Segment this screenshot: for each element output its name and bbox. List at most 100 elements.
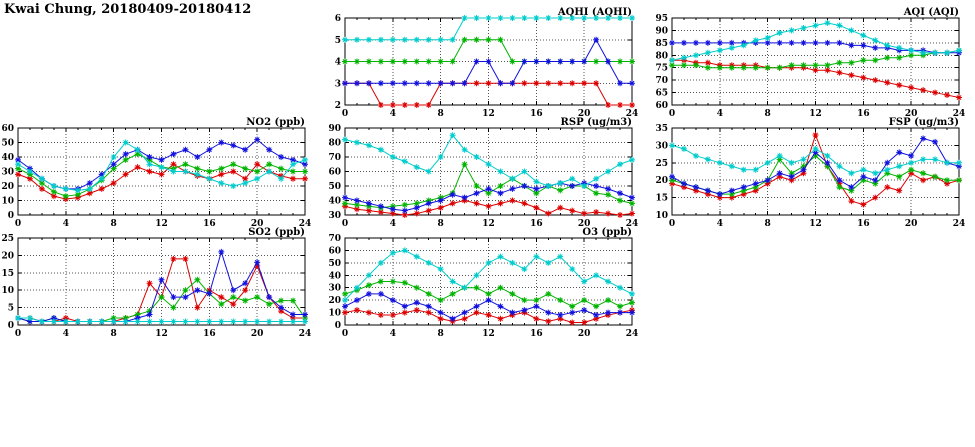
y-tick-label: 30 (655, 141, 668, 151)
x-tick-label: 24 (299, 219, 312, 229)
series-red (342, 197, 635, 218)
y-tick-label: 10 (1, 286, 14, 296)
x-tick-label: 8 (438, 109, 444, 119)
y-tick-label: 15 (655, 194, 668, 204)
x-tick-label: 24 (626, 329, 639, 339)
y-tick-label: 25 (1, 234, 14, 244)
y-tick-label: 2 (335, 101, 341, 111)
chart-rsp-ug-m3: 0 4 8 12 16 20 24 30 40 50 60 70 80 90 RSP (ug/m3) (328, 117, 638, 229)
y-tick-label: 20 (1, 182, 14, 192)
series-markers (669, 142, 962, 177)
series-markers (669, 39, 962, 56)
series-blue (342, 36, 635, 87)
series-blue (342, 290, 635, 322)
series-markers (342, 290, 635, 322)
series-markers (342, 180, 635, 214)
x-tick-label: 20 (905, 219, 918, 229)
x-tick-label: 4 (390, 219, 396, 229)
y-tick-label: 15 (1, 269, 14, 279)
y-tick-label: 60 (328, 246, 341, 256)
y-tick-label: 0 (335, 321, 341, 331)
series-cyan (15, 315, 308, 325)
x-tick-label: 20 (578, 329, 591, 339)
y-tick-label: 50 (328, 182, 341, 192)
series-blue (669, 39, 962, 56)
y-tick-label: 5 (8, 304, 14, 314)
series-cyan (669, 142, 962, 177)
y-axis: 0 10 20 30 40 50 60 70 (328, 234, 632, 331)
x-tick-label: 16 (530, 109, 543, 119)
series-green (342, 278, 635, 310)
y-tick-label: 70 (328, 234, 341, 244)
y-tick-label: 60 (328, 168, 341, 178)
series-blue (669, 135, 962, 198)
x-tick-label: 20 (578, 109, 591, 119)
y-tick-label: 50 (328, 259, 341, 269)
y-tick-label: 30 (328, 211, 341, 221)
y-tick-label: 30 (1, 168, 14, 178)
x-tick-label: 4 (63, 219, 69, 229)
series-markers (15, 139, 308, 194)
x-axis: 0 4 8 12 16 20 24 (15, 238, 311, 339)
y-tick-label: 30 (328, 284, 341, 294)
x-tick-label: 20 (905, 109, 918, 119)
y-tick-label: 3 (335, 79, 341, 89)
x-tick-label: 20 (578, 219, 591, 229)
y-axis: 60 65 70 75 80 85 90 95 (655, 14, 959, 111)
chart-aqhi-aqhi: 0 4 8 12 16 20 24 2 3 4 5 6 AQHI (AQHI) (335, 7, 639, 119)
chart-title: FSP (ug/m3) (889, 117, 959, 128)
x-tick-label: 20 (251, 219, 264, 229)
series-markers (669, 47, 962, 71)
y-tick-label: 70 (328, 153, 341, 163)
x-tick-label: 4 (390, 329, 396, 339)
chart-title: AQI (AQI) (903, 7, 959, 18)
chart-fsp-ug-m3: 0 4 8 12 16 20 24 10 15 20 25 30 35 FSP (ug/m3) (655, 117, 965, 229)
y-tick-label: 95 (655, 14, 668, 24)
y-tick-label: 20 (655, 176, 668, 186)
y-tick-label: 50 (1, 139, 14, 149)
x-tick-label: 4 (717, 109, 723, 119)
y-tick-label: 4 (335, 58, 341, 68)
x-tick-label: 16 (530, 329, 543, 339)
chart-title: AQHI (AQHI) (557, 7, 632, 18)
x-tick-label: 0 (342, 329, 348, 339)
y-tick-label: 5 (335, 36, 341, 46)
chart-title: O3 (ppb) (582, 227, 632, 238)
x-tick-label: 8 (438, 219, 444, 229)
x-tick-label: 12 (482, 219, 495, 229)
chart-no2-ppb: 0 4 8 12 16 20 24 0 10 20 30 40 50 60 NO2 (ppb) (1, 117, 311, 229)
x-axis: 0 4 8 12 16 20 24 (15, 128, 311, 229)
y-tick-label: 85 (655, 39, 668, 49)
x-tick-label: 24 (953, 109, 966, 119)
y-tick-label: 6 (335, 14, 341, 24)
x-tick-label: 12 (809, 219, 822, 229)
y-tick-label: 0 (8, 211, 14, 221)
x-tick-label: 8 (765, 219, 771, 229)
x-tick-label: 12 (482, 109, 495, 119)
y-tick-label: 90 (655, 26, 668, 36)
y-tick-label: 40 (328, 271, 341, 281)
x-tick-label: 0 (669, 109, 675, 119)
series-markers (669, 135, 962, 198)
x-tick-label: 24 (953, 219, 966, 229)
chart-title: SO2 (ppb) (248, 227, 305, 238)
y-tick-label: 20 (328, 296, 341, 306)
x-tick-label: 8 (438, 329, 444, 339)
x-tick-label: 0 (15, 329, 21, 339)
x-tick-label: 4 (717, 219, 723, 229)
y-axis: 0 5 10 15 20 25 (1, 234, 305, 331)
x-tick-label: 16 (857, 219, 870, 229)
chart-title: NO2 (ppb) (246, 117, 305, 128)
x-tick-label: 16 (530, 219, 543, 229)
x-tick-label: 4 (63, 329, 69, 339)
x-axis: 0 4 8 12 16 20 24 (342, 18, 638, 119)
plot-frame (344, 127, 633, 216)
x-tick-label: 12 (155, 329, 168, 339)
y-tick-label: 0 (8, 321, 14, 331)
y-tick-label: 60 (1, 124, 14, 134)
x-tick-label: 16 (203, 329, 216, 339)
chart-title: RSP (ug/m3) (561, 117, 632, 128)
x-tick-label: 12 (482, 329, 495, 339)
